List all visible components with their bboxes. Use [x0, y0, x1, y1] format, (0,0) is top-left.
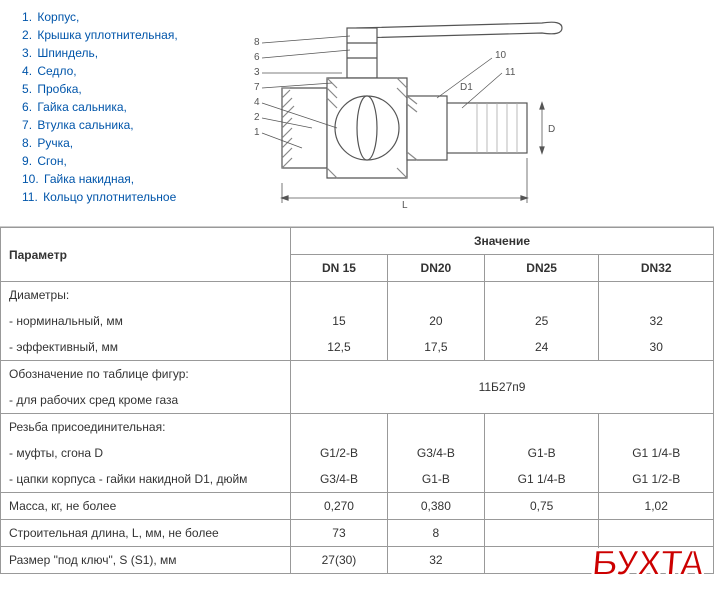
cell: [484, 520, 599, 547]
cell: G3/4-B: [387, 440, 484, 466]
cell: G1-B: [387, 466, 484, 493]
cell: 8: [387, 520, 484, 547]
valve-diagram: 8 6 3 7 4 2 1 10 11 D1 L D: [202, 8, 702, 218]
svg-text:4: 4: [254, 97, 260, 108]
part-item: Гайка сальника,: [22, 98, 202, 116]
svg-text:8: 8: [254, 37, 260, 48]
svg-text:D1: D1: [460, 82, 473, 93]
thread-label: Резьба присоединительная:: [1, 414, 291, 441]
cell: 1,02: [599, 493, 714, 520]
spec-table: Параметр Значение DN 15 DN20 DN25 DN32 Д…: [0, 227, 714, 574]
cell: 32: [599, 308, 714, 334]
wrench-label: Размер "под ключ", S (S1), мм: [1, 547, 291, 574]
thread-d-label: - муфты, сгона D: [1, 440, 291, 466]
top-section: Корпус, Крышка уплотнительная, Шпиндель,…: [0, 0, 714, 227]
svg-text:6: 6: [254, 52, 260, 63]
cell: 15: [291, 308, 388, 334]
part-item: Ручка,: [22, 134, 202, 152]
part-item: Втулка сальника,: [22, 116, 202, 134]
header-value: Значение: [291, 228, 714, 255]
length-label: Строительная длина, L, мм, не более: [1, 520, 291, 547]
cell: G1 1/2-B: [599, 466, 714, 493]
svg-text:D: D: [548, 124, 555, 135]
figure-label: Обозначение по таблице фигур:: [1, 361, 291, 388]
parts-list: Корпус, Крышка уплотнительная, Шпиндель,…: [12, 8, 202, 218]
cell: 0,75: [484, 493, 599, 520]
part-item: Крышка уплотнительная,: [22, 26, 202, 44]
part-item: Сгон,: [22, 152, 202, 170]
cell: G1/2-B: [291, 440, 388, 466]
part-item: Пробка,: [22, 80, 202, 98]
cell: 12,5: [291, 334, 388, 361]
cell: [599, 547, 714, 574]
col-dn20: DN20: [387, 255, 484, 282]
parts-ol: Корпус, Крышка уплотнительная, Шпиндель,…: [12, 8, 202, 206]
cell: 0,380: [387, 493, 484, 520]
cell: G3/4-B: [291, 466, 388, 493]
svg-text:11: 11: [505, 67, 516, 78]
header-param: Параметр: [1, 228, 291, 282]
cell: 0,270: [291, 493, 388, 520]
svg-text:L: L: [402, 200, 408, 211]
part-item: Седло,: [22, 62, 202, 80]
effective-label: - эффективный, мм: [1, 334, 291, 361]
svg-text:7: 7: [254, 82, 260, 93]
figure-sub-label: - для рабочих сред кроме газа: [1, 387, 291, 414]
figure-value: 11Б27п9: [291, 361, 714, 414]
cell: 32: [387, 547, 484, 574]
part-item: Кольцо уплотнительное: [22, 188, 202, 206]
part-item: Корпус,: [22, 8, 202, 26]
cell: 30: [599, 334, 714, 361]
cell: 24: [484, 334, 599, 361]
mass-label: Масса, кг, не более: [1, 493, 291, 520]
cell: G1-B: [484, 440, 599, 466]
nominal-label: - норминальный, мм: [1, 308, 291, 334]
part-item: Шпиндель,: [22, 44, 202, 62]
cell: 17,5: [387, 334, 484, 361]
svg-text:2: 2: [254, 112, 260, 123]
cell: G1 1/4-B: [484, 466, 599, 493]
cell: 27(30): [291, 547, 388, 574]
col-dn25: DN25: [484, 255, 599, 282]
diameters-label: Диаметры:: [1, 282, 291, 309]
cell: G1 1/4-B: [599, 440, 714, 466]
cell: [484, 547, 599, 574]
cell: 25: [484, 308, 599, 334]
col-dn15: DN 15: [291, 255, 388, 282]
col-dn32: DN32: [599, 255, 714, 282]
thread-d1-label: - цапки корпуса - гайки накидной D1, дюй…: [1, 466, 291, 493]
cell: 20: [387, 308, 484, 334]
cell: [599, 520, 714, 547]
svg-text:3: 3: [254, 67, 260, 78]
svg-text:1: 1: [254, 127, 260, 138]
svg-text:10: 10: [495, 50, 507, 61]
cell: 73: [291, 520, 388, 547]
part-item: Гайка накидная,: [22, 170, 202, 188]
